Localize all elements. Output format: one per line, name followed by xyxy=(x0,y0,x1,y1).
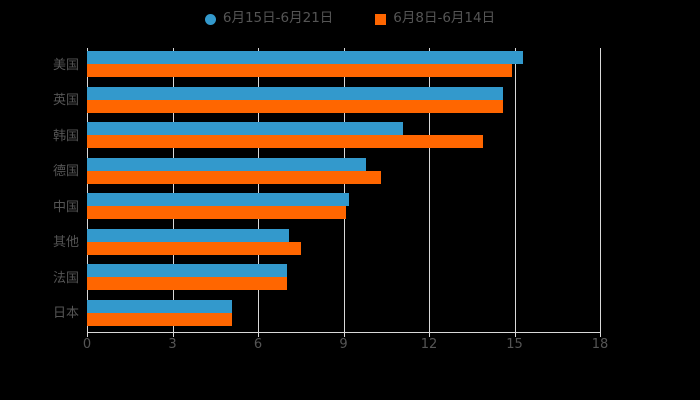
bar[interactable] xyxy=(87,299,233,313)
bar-group xyxy=(87,119,600,155)
bar[interactable] xyxy=(87,193,350,206)
y-axis-label-5: 中国 xyxy=(52,199,79,215)
bar[interactable] xyxy=(87,277,287,290)
bar-group xyxy=(87,48,600,84)
x-tick-label-18: 18 xyxy=(591,337,609,352)
bar[interactable] xyxy=(87,122,404,135)
x-tick-label-9: 9 xyxy=(339,337,348,352)
gridline-0 xyxy=(87,48,88,332)
bar[interactable] xyxy=(87,312,233,326)
bars-layer xyxy=(87,48,600,332)
y-axis-label-4: 德国 xyxy=(52,164,79,180)
bar[interactable] xyxy=(87,228,290,242)
x-tick-label-15: 15 xyxy=(506,337,523,352)
plot-area xyxy=(87,48,601,332)
x-tick-9 xyxy=(343,332,345,337)
x-tick-label-6: 6 xyxy=(253,337,263,352)
x-tick-3 xyxy=(172,332,174,337)
bar-group xyxy=(87,261,600,297)
x-tick-label-12: 12 xyxy=(420,337,438,352)
legend-label-series-2: 6月8日-6月14日 xyxy=(393,10,496,27)
bar-group xyxy=(87,84,600,120)
y-axis-label-7: 法国 xyxy=(52,270,79,286)
y-axis-label-6: 其他 xyxy=(52,235,79,251)
square-icon xyxy=(375,13,387,25)
bar-group xyxy=(87,297,600,333)
bar[interactable] xyxy=(87,157,367,171)
y-axis-category-labels: 美国英国韩国德国中国其他法国日本 xyxy=(0,48,79,332)
circle-icon xyxy=(204,13,216,25)
gridline-12 xyxy=(429,48,430,332)
legend-label-series-1: 6月15日-6月21日 xyxy=(222,10,334,27)
bar-group xyxy=(87,155,600,191)
y-axis-label-2: 英国 xyxy=(52,93,79,109)
bar[interactable] xyxy=(87,64,512,77)
gridline-9 xyxy=(343,48,345,332)
y-axis-label-8: 日本 xyxy=(52,306,79,322)
chart-legend: 6月15日-6月21日 6月8日-6月14日 xyxy=(0,7,700,31)
y-axis-label-1: 美国 xyxy=(52,57,79,73)
bar[interactable] xyxy=(87,86,504,100)
bar[interactable] xyxy=(87,135,484,148)
x-tick-6 xyxy=(258,332,259,337)
bar-group xyxy=(87,226,600,262)
legend-item-series-2[interactable]: 6月8日-6月14日 xyxy=(375,12,495,26)
bar[interactable] xyxy=(87,241,301,255)
x-tick-18 xyxy=(600,332,601,337)
gridline-6 xyxy=(258,48,259,332)
y-axis-label-3: 韩国 xyxy=(52,128,79,144)
gridline-3 xyxy=(172,48,174,332)
bar[interactable] xyxy=(87,51,524,64)
x-tick-label-3: 3 xyxy=(168,337,177,352)
x-tick-label-0: 0 xyxy=(82,337,92,352)
gridline-18 xyxy=(600,48,601,332)
bar[interactable] xyxy=(87,206,347,219)
bar[interactable] xyxy=(87,170,381,184)
gridline-15 xyxy=(514,48,516,332)
x-tick-0 xyxy=(87,332,88,337)
bar[interactable] xyxy=(87,99,504,113)
bar[interactable] xyxy=(87,264,287,277)
x-tick-12 xyxy=(429,332,430,337)
bar-group xyxy=(87,190,600,226)
x-tick-15 xyxy=(514,332,516,337)
legend-item-series-1[interactable]: 6月15日-6月21日 xyxy=(204,10,334,27)
